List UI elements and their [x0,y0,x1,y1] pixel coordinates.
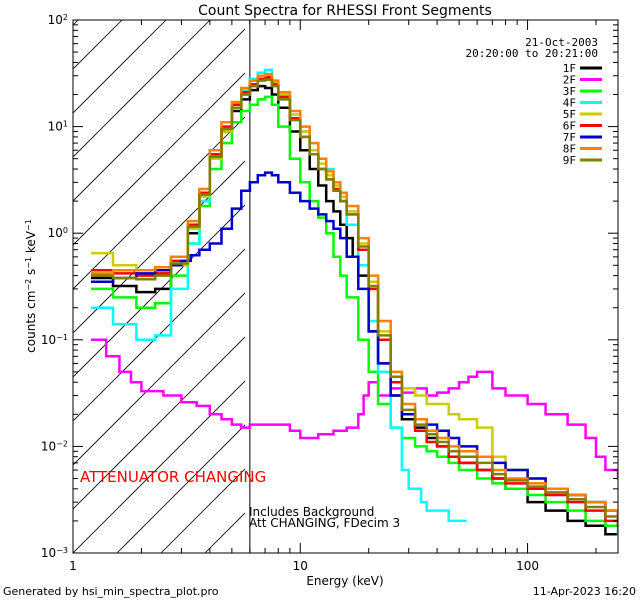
y-tick-labels: 10−3 10−2 10−1 100 101 102 [41,13,68,561]
y-tick-label: 10−3 [41,546,68,561]
hatch-line [73,248,245,422]
legend-label-1f: 1F [563,62,576,75]
y-tick-label: 100 [48,226,68,241]
footer-timestamp: 11-Apr-2023 16:20 [533,585,636,598]
x-tick-label: 100 [516,559,539,573]
y-tick-label: 102 [48,13,68,28]
legend-label-8f: 8F [563,143,576,156]
includes-background-annotation: Includes Background [249,505,374,519]
y-tick-label: 10−1 [41,332,68,347]
hatch-line [73,72,245,246]
legend-label-9f: 9F [563,154,576,167]
series-line-3f [91,95,618,536]
time-range-label: 20:20:00 to 20:21:00 [466,47,598,60]
x-tick-label: 10 [293,559,308,573]
plot-frame [72,19,619,554]
chart-title: Count Spectra for RHESSI Front Segments [198,3,492,19]
y-axis-label: counts cm−2 s−1 keV−1 [24,219,39,353]
legend-label-2f: 2F [563,74,576,87]
legend-label-5f: 5F [563,108,576,121]
series-line-4f [91,68,467,523]
hatch-line [513,20,640,553]
series-group [91,68,618,536]
hatch-line [381,20,640,553]
y-tick-label: 101 [48,119,68,134]
series-line-2f [91,338,618,480]
hatch-line [73,204,245,378]
x-tick-label: 1 [69,559,77,573]
hatch-line [249,20,640,553]
hatch-line [73,292,245,466]
legend-label-3f: 3F [563,85,576,98]
series-line-7f [91,171,618,523]
hatch-line [337,20,640,553]
hatch-line [73,20,211,158]
footer-generated-by: Generated by hsi_min_spectra_plot.pro [3,585,219,598]
hatch-line [73,336,245,510]
hatch-line [73,116,245,290]
y-tick-label: 10−2 [41,439,68,454]
hatch-line [73,20,79,26]
legend-label-7f: 7F [563,131,576,144]
hatch-line [73,380,245,553]
legend-label-6f: 6F [563,120,576,133]
hatch-line [116,424,245,553]
axis-ticks [72,20,618,554]
x-tick-labels: 1 10 100 [69,559,539,573]
attenuator-changing-annotation: ATTENUATOR CHANGING [80,468,266,486]
date-label: 21-Oct-2003 [525,36,598,49]
hatch-line [425,20,640,553]
hatch-line [601,20,640,553]
series-line-6f [91,76,618,528]
series-line-9f [91,78,618,525]
hatch-line [293,20,640,553]
x-axis-label: Energy (keV) [306,574,383,588]
att-fdecim-annotation: Att CHANGING, FDecim 3 [249,516,400,530]
hatch-line [73,20,167,114]
hatch-line [73,28,245,202]
legend-label-4f: 4F [563,97,576,110]
